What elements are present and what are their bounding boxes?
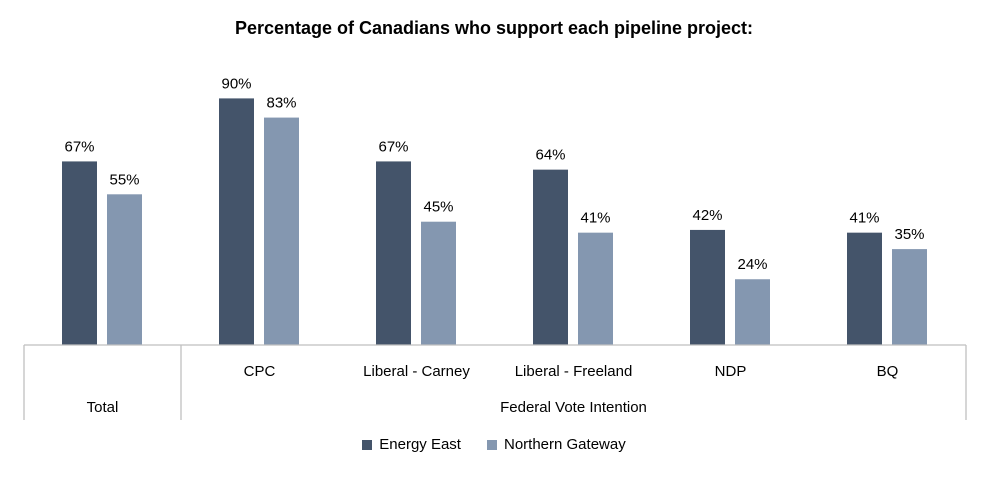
data-label-northern-gateway-liberal-carney: 45% — [423, 199, 453, 216]
bar-northern-gateway-total — [107, 194, 142, 345]
bar-energy-east-cpc — [219, 98, 254, 346]
bar-energy-east-ndp — [690, 229, 725, 345]
chart-title: Percentage of Canadians who support each… — [234, 18, 754, 38]
x-tick-label-liberal-carney: Liberal - Carney — [363, 363, 470, 380]
data-label-energy-east-ndp: 42% — [692, 207, 722, 224]
data-label-northern-gateway-ndp: 24% — [737, 256, 767, 273]
legend-label-northern-gateway: Northern Gateway — [503, 436, 626, 453]
data-label-northern-gateway-bq: 35% — [894, 226, 924, 243]
x-tick-label-cpc: CPC — [244, 363, 276, 380]
legend: Energy East Northern Gateway — [0, 436, 988, 453]
bar-northern-gateway-bq — [892, 249, 927, 345]
bar-northern-gateway-cpc — [264, 117, 299, 345]
data-label-energy-east-liberal-carney: 67% — [378, 138, 408, 155]
legend-label-energy-east: Energy East — [379, 436, 461, 453]
data-label-energy-east-cpc: 90% — [221, 75, 251, 92]
data-label-energy-east-bq: 41% — [849, 210, 879, 227]
x-tick-label-ndp: NDP — [715, 363, 747, 380]
data-label-northern-gateway-cpc: 83% — [266, 95, 296, 112]
legend-swatch-northern-gateway — [486, 439, 497, 450]
data-label-energy-east-total: 67% — [64, 138, 94, 155]
group-label-federal-vote-intention: Federal Vote Intention — [500, 399, 647, 416]
bar-northern-gateway-liberal-carney — [421, 221, 456, 345]
x-tick-label-bq: BQ — [877, 363, 899, 380]
bar-northern-gateway-ndp — [735, 279, 770, 345]
data-label-northern-gateway-total: 55% — [109, 171, 139, 188]
legend-item-northern-gateway: Northern Gateway — [486, 436, 626, 453]
bar-energy-east-liberal-freeland — [533, 169, 568, 345]
data-label-northern-gateway-liberal-freeland: 41% — [580, 210, 610, 227]
group-label-total: Total — [87, 399, 119, 416]
legend-swatch-energy-east — [362, 439, 373, 450]
x-tick-label-liberal-freeland: Liberal - Freeland — [515, 363, 633, 380]
bar-energy-east-total — [62, 161, 97, 345]
legend-item-energy-east: Energy East — [362, 436, 461, 453]
bar-energy-east-liberal-carney — [376, 161, 411, 345]
bar-energy-east-bq — [847, 232, 882, 345]
data-label-energy-east-liberal-freeland: 64% — [535, 147, 565, 164]
bar-northern-gateway-liberal-freeland — [578, 232, 613, 345]
